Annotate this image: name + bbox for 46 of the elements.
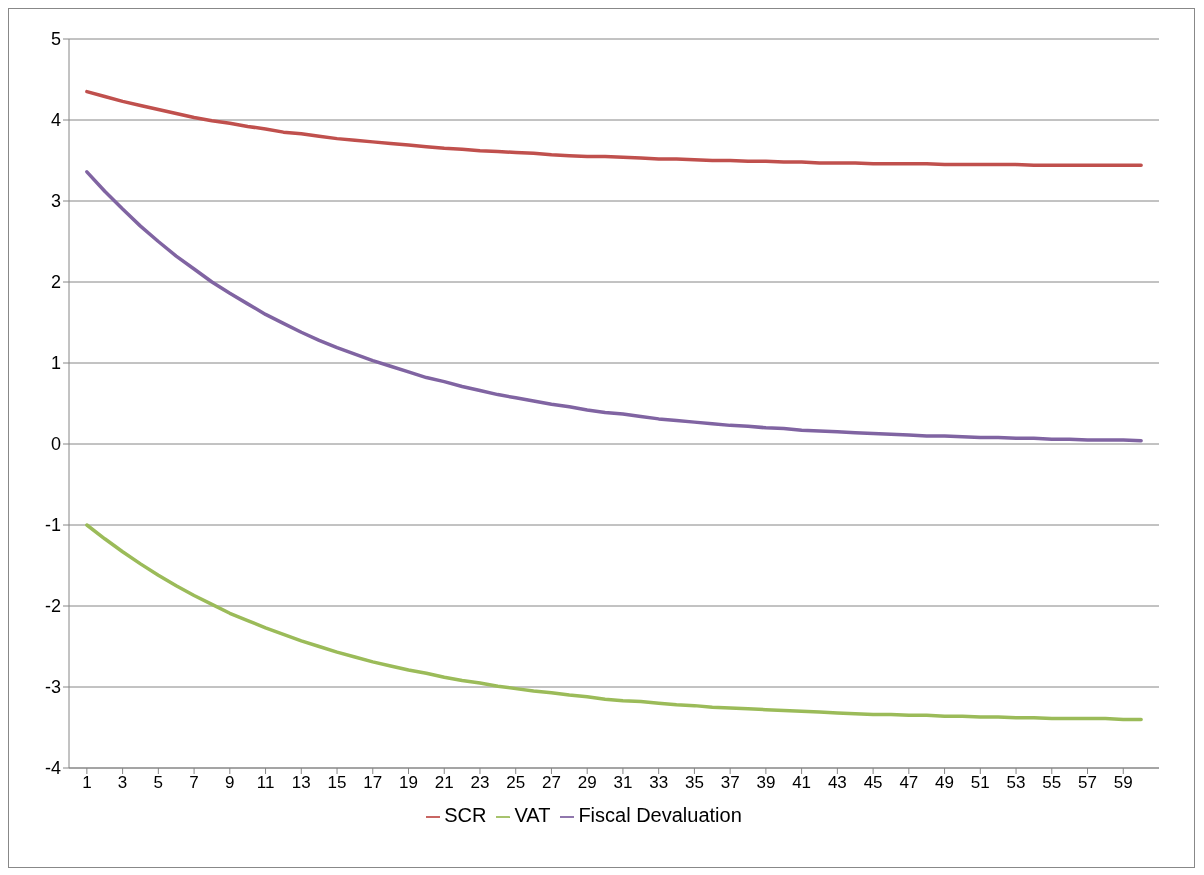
x-tick-label: 17	[363, 773, 383, 793]
x-tick-label: 11	[256, 773, 275, 793]
y-tick-label: 1	[50, 353, 61, 374]
y-tick-label: 2	[50, 272, 61, 293]
x-tick-label: 25	[506, 773, 526, 793]
y-tick-label: 5	[50, 29, 61, 50]
y-tick-label: 3	[50, 191, 61, 212]
x-tick-label: 5	[153, 773, 164, 793]
x-tick-label: 53	[1006, 773, 1026, 793]
x-tick-label: 7	[189, 773, 199, 793]
x-tick-label: 3	[117, 773, 128, 793]
x-tick-label: 55	[1042, 773, 1062, 793]
legend-label: Fiscal Devaluation	[578, 804, 742, 826]
x-tick-label: 29	[577, 773, 597, 793]
x-tick-label: 37	[720, 773, 740, 793]
x-tick-label: 27	[542, 773, 561, 793]
x-tick-label: 47	[899, 773, 919, 793]
x-tick-label: 51	[970, 773, 990, 793]
x-tick-label: 49	[935, 773, 955, 793]
x-tick-label: 41	[792, 773, 812, 793]
x-tick-label: 23	[470, 773, 490, 793]
x-tick-label: 9	[225, 773, 235, 793]
x-tick-label: 57	[1078, 773, 1097, 793]
y-tick-label: 4	[50, 110, 61, 131]
x-tick-label: 43	[827, 773, 847, 793]
x-tick-label: 31	[613, 773, 633, 793]
legend-label: VAT	[514, 804, 551, 826]
line-series	[85, 89, 1143, 168]
x-tick-label: 15	[327, 773, 347, 793]
y-tick-label: -1	[44, 515, 61, 536]
y-tick-label: -4	[44, 758, 61, 779]
y-tick-label: -2	[44, 596, 61, 617]
y-tick-label: 0	[50, 434, 61, 455]
x-tick-label: 33	[649, 773, 669, 793]
y-tick-label: -3	[44, 677, 61, 698]
x-tick-label: 45	[863, 773, 883, 793]
legend-label: SCR	[444, 804, 487, 826]
x-tick-label: 21	[434, 773, 454, 793]
line-series	[85, 170, 1143, 443]
x-tick-label: 35	[684, 773, 704, 793]
x-tick-label: 19	[399, 773, 418, 793]
x-tick-label: 39	[756, 773, 776, 793]
x-tick-label: 59	[1113, 773, 1133, 793]
line-series	[85, 523, 1143, 722]
x-tick-label: 1	[82, 773, 92, 793]
x-tick-label: 13	[291, 773, 311, 793]
